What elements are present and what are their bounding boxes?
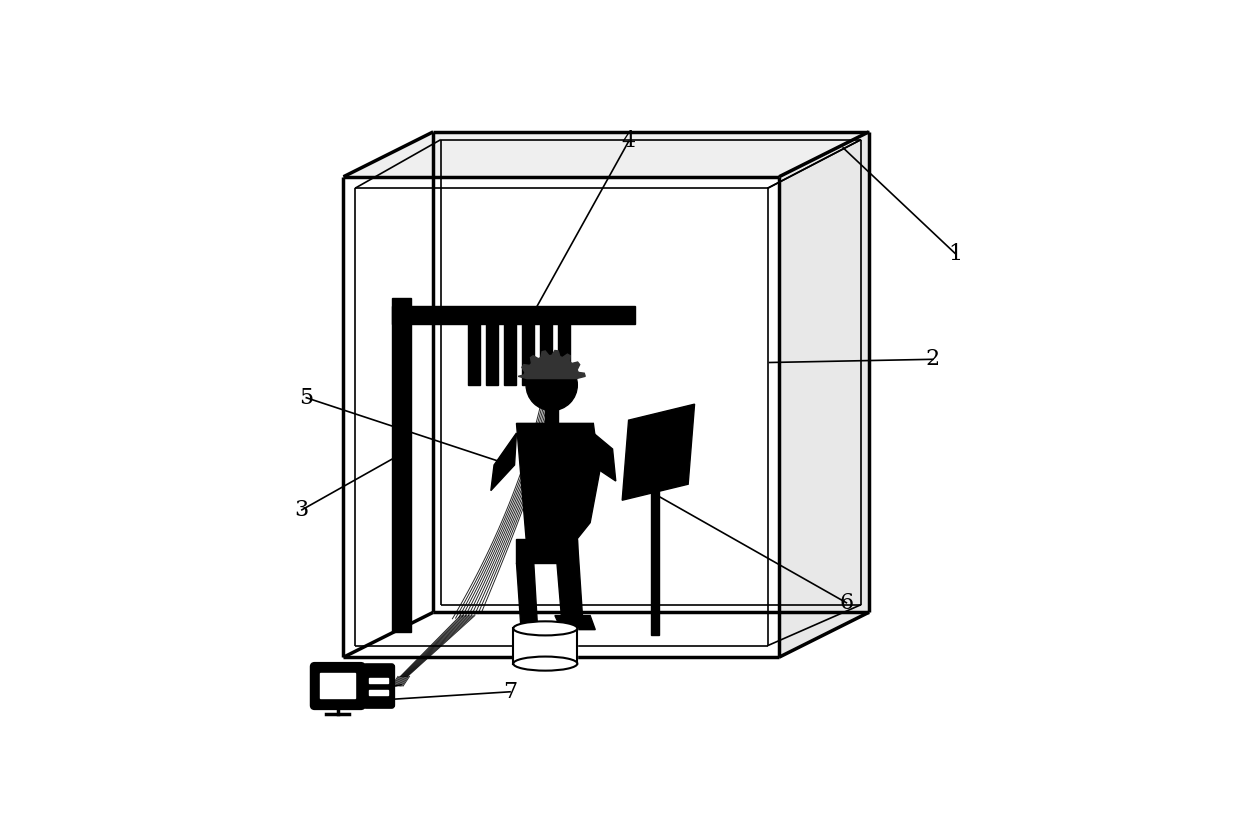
Text: 5: 5 — [300, 387, 313, 409]
Circle shape — [527, 359, 577, 410]
Polygon shape — [517, 538, 577, 563]
Polygon shape — [555, 616, 595, 630]
Polygon shape — [487, 324, 498, 385]
Polygon shape — [517, 563, 538, 628]
Polygon shape — [545, 409, 558, 427]
Polygon shape — [321, 673, 356, 697]
Polygon shape — [491, 433, 517, 491]
Polygon shape — [504, 324, 515, 385]
Polygon shape — [392, 306, 634, 324]
Polygon shape — [513, 628, 577, 664]
Polygon shape — [622, 404, 695, 500]
Polygon shape — [593, 433, 616, 481]
Text: 7: 7 — [503, 681, 517, 703]
Polygon shape — [518, 350, 585, 379]
Polygon shape — [343, 132, 869, 176]
Text: 2: 2 — [926, 349, 940, 370]
Text: 4: 4 — [622, 131, 636, 152]
Polygon shape — [779, 132, 869, 657]
Ellipse shape — [513, 656, 577, 671]
Polygon shape — [369, 690, 388, 695]
Polygon shape — [650, 430, 659, 635]
Text: 3: 3 — [295, 499, 309, 521]
Polygon shape — [468, 324, 479, 385]
FancyBboxPatch shape — [363, 664, 394, 708]
Polygon shape — [392, 299, 411, 631]
Ellipse shape — [513, 622, 577, 636]
Polygon shape — [343, 176, 779, 657]
Polygon shape — [513, 628, 555, 640]
Polygon shape — [522, 324, 534, 385]
FancyBboxPatch shape — [311, 663, 364, 709]
Polygon shape — [558, 324, 570, 385]
Text: 6: 6 — [839, 592, 854, 614]
Polygon shape — [540, 324, 551, 385]
Polygon shape — [369, 678, 388, 683]
Polygon shape — [555, 538, 582, 616]
Polygon shape — [434, 132, 869, 612]
Text: 1: 1 — [948, 243, 963, 265]
Polygon shape — [517, 423, 600, 538]
